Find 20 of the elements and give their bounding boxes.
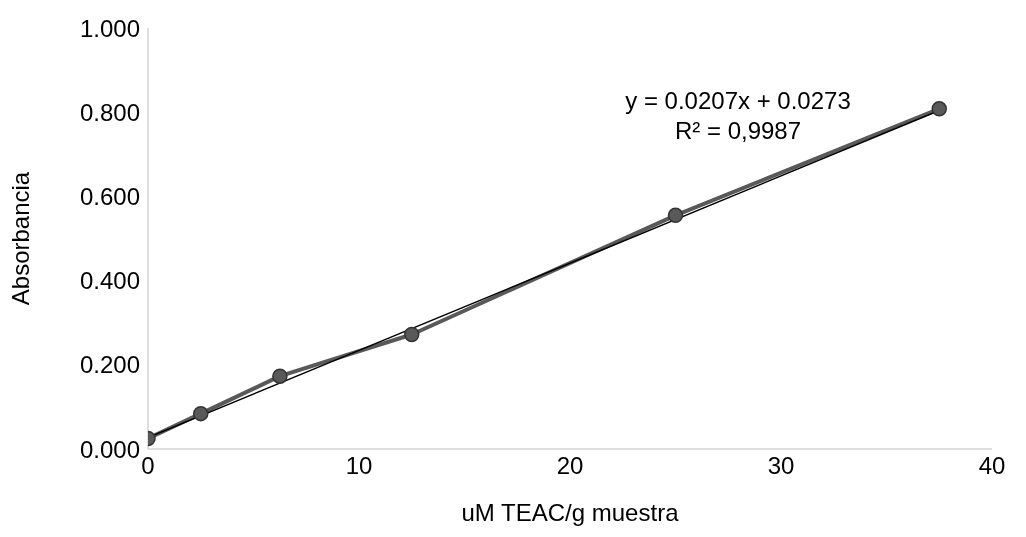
point: [667, 207, 684, 224]
x-tick-label: 30: [767, 452, 795, 480]
y-tick-label: 0.200: [79, 351, 140, 379]
point: [404, 326, 420, 343]
y-tick-label: 0.800: [79, 98, 140, 126]
y-axis-title: Absorbancia: [6, 171, 34, 306]
point: [931, 101, 947, 117]
y-tick-label: 0.000: [79, 435, 140, 463]
annotation: R² = 0,9987: [673, 116, 803, 146]
x-tick-label: 40: [978, 452, 1006, 480]
y-tick-label: 0.600: [79, 182, 140, 210]
x-tick-label: 0: [141, 452, 155, 480]
x-tick-label: 20: [556, 452, 584, 480]
x-axis-title: uM TEAC/g muestra: [461, 499, 680, 526]
annotation: y = 0.0207x + 0.0273: [624, 86, 852, 116]
point: [272, 368, 288, 384]
y-tick-label: 0.400: [79, 267, 140, 295]
x-tick-label: 10: [345, 452, 373, 480]
point: [193, 405, 209, 422]
y-tick-label: 1.000: [79, 14, 140, 42]
